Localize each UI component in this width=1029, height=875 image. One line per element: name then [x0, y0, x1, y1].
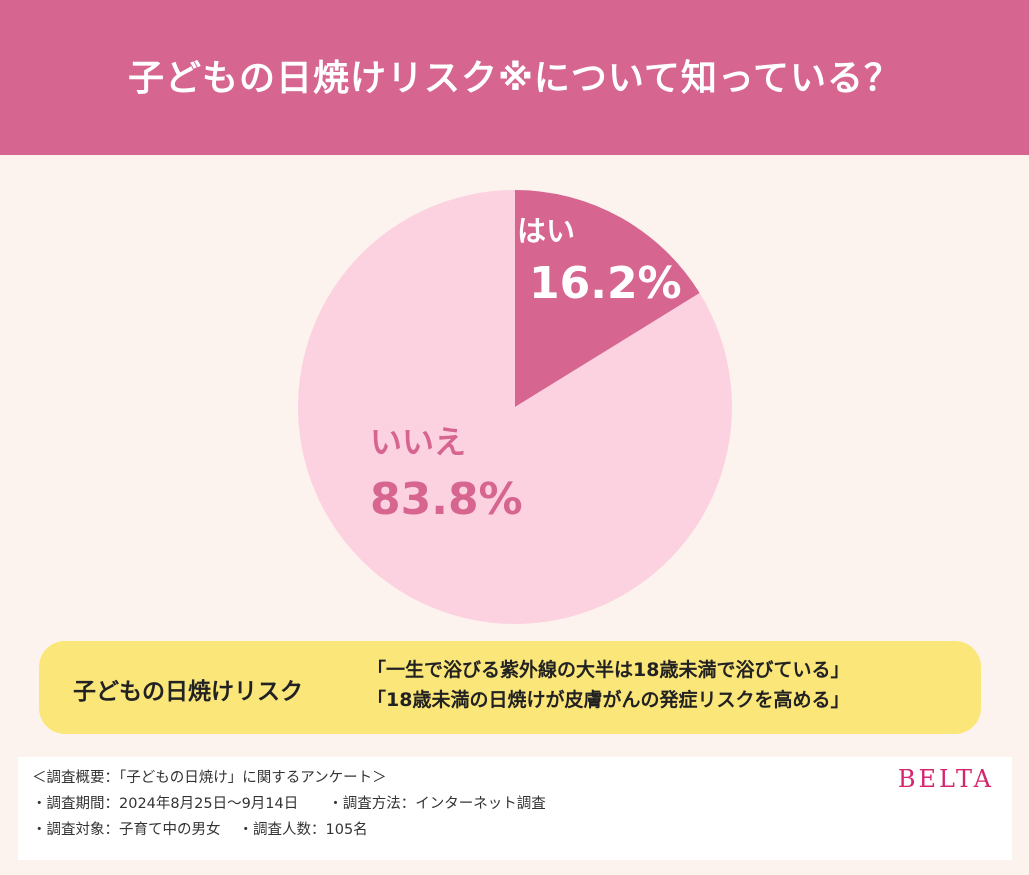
header-banner: 子どもの日焼けリスク※について知っている？	[0, 0, 1029, 155]
survey-row-1: ・調査期間：2024年8月25日〜9月14日 ・調査方法：インターネット調査	[32, 791, 546, 817]
pie-chart: はい 16.2% いいえ 83.8%	[298, 190, 733, 624]
pie-slice-yes	[515, 190, 700, 407]
survey-target: ・調査対象：子育て中の男女	[32, 822, 221, 838]
callout-label: 子どもの日焼けリスク	[73, 679, 303, 705]
callout-line-2: 「18歳未満の日焼けが皮膚がんの発症リスクを高める」	[367, 689, 850, 711]
risk-callout: 子どもの日焼けリスク 「一生で浴びる紫外線の大半は18歳未満で浴びている」 「1…	[39, 641, 981, 734]
survey-row-2: ・調査対象：子育て中の男女 ・調査人数：105名	[32, 817, 546, 843]
slice-label-yes: はい	[517, 214, 575, 248]
survey-method: ・調査方法：インターネット調査	[328, 796, 546, 812]
pie-slice-no	[298, 190, 733, 624]
callout-lines: 「一生で浴びる紫外線の大半は18歳未満で浴びている」 「18歳未満の日焼けが皮膚…	[367, 655, 849, 715]
survey-details: ＜調査概要：「子どもの日焼け」に関するアンケート＞ ・調査期間：2024年8月2…	[32, 765, 546, 843]
survey-period: ・調査期間：2024年8月25日〜9月14日	[32, 796, 299, 812]
survey-overview: ＜調査概要：「子どもの日焼け」に関するアンケート＞ ・調査期間：2024年8月2…	[18, 757, 1012, 860]
slice-label-no: いいえ	[370, 423, 466, 461]
brand-logo: BELTA	[897, 765, 994, 793]
survey-count: ・調査人数：105名	[238, 822, 368, 838]
callout-line-1: 「一生で浴びる紫外線の大半は18歳未満で浴びている」	[367, 659, 850, 681]
survey-overview-title: ＜調査概要：「子どもの日焼け」に関するアンケート＞	[32, 770, 387, 786]
page-title: 子どもの日焼けリスク※について知っている？	[127, 57, 902, 99]
slice-value-no: 83.8%	[370, 474, 523, 525]
slice-value-yes: 16.2%	[529, 258, 682, 309]
